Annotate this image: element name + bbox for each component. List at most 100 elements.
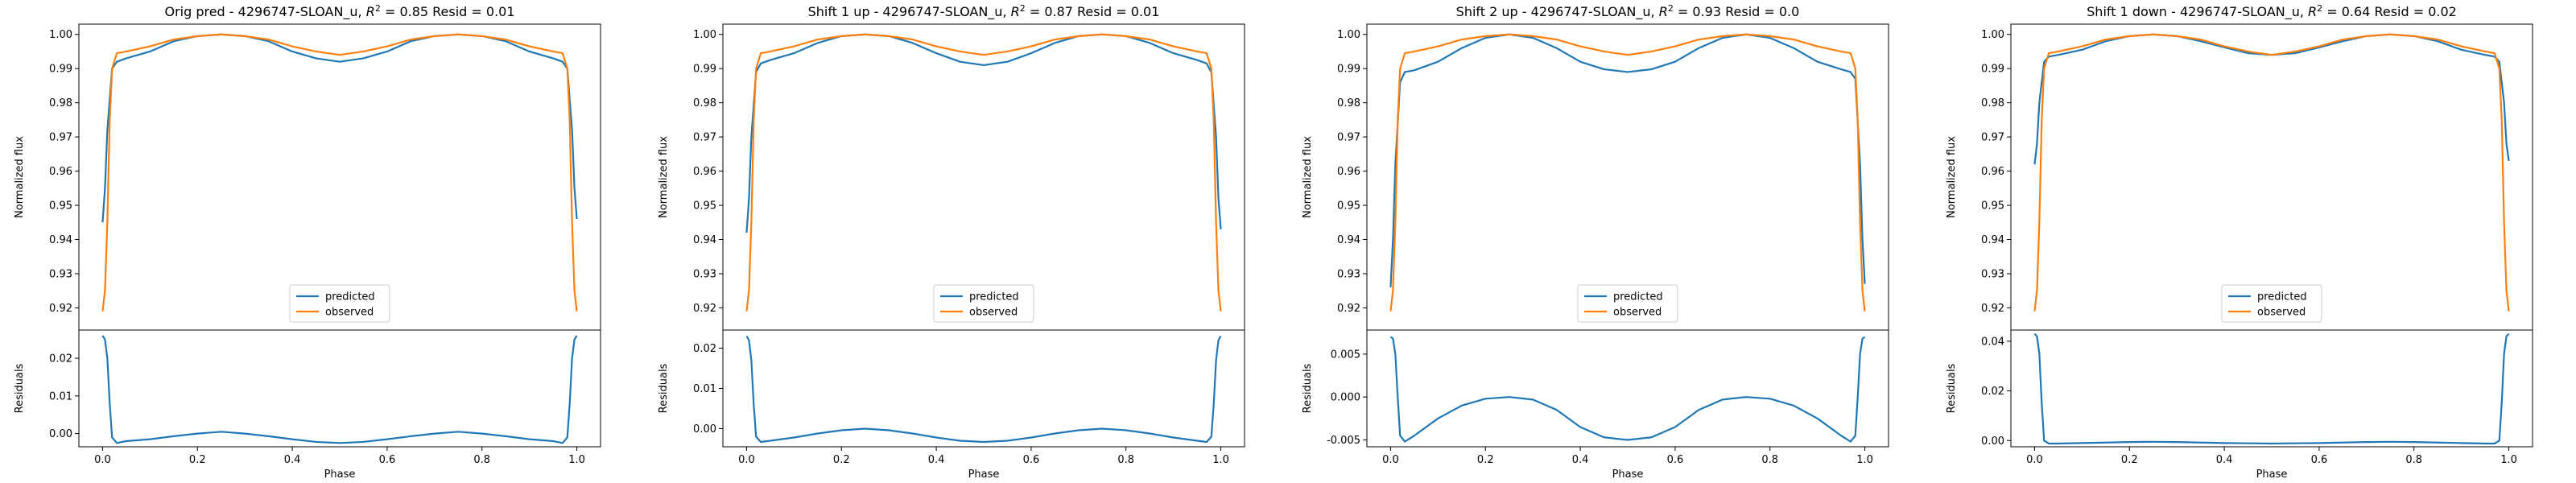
- ytick-label: 0.98: [1337, 97, 1360, 109]
- series-line-observed: [101, 33, 578, 312]
- legend-label-observed: observed: [325, 307, 374, 319]
- bottom-axes-frame: [1366, 329, 1889, 448]
- xtick-label: 0.6: [1023, 454, 1040, 466]
- ytick-label: 0.00: [49, 428, 72, 440]
- xtick-label: 1.0: [2500, 454, 2517, 466]
- top-axes-frame: [2010, 23, 2533, 331]
- ylabel-top: Normalized flux: [1302, 136, 1314, 218]
- series-line-predicted: [1389, 33, 1866, 287]
- ylabel-bottom: Residuals: [14, 363, 26, 413]
- ytick-label: 0.98: [693, 97, 716, 109]
- ytick-label: 0.98: [49, 97, 72, 109]
- xtick-label: 0.0: [2026, 454, 2043, 466]
- legend-label-predicted: predicted: [2257, 291, 2307, 303]
- title-superscript: 2: [375, 3, 381, 14]
- subplot-title: Shift 2 up - 4296747-SLOAN_u, R2 = 0.93 …: [1456, 3, 1800, 20]
- xtick-label: 0.0: [1382, 454, 1399, 466]
- legend-box: [933, 284, 1034, 323]
- series-line-residuals: [1389, 336, 1866, 443]
- ytick-label: 0.95: [1337, 200, 1360, 213]
- xtick-label: 0.6: [2311, 454, 2328, 466]
- xtick-label: 0.8: [1761, 454, 1778, 466]
- legend-label-predicted: predicted: [325, 291, 375, 303]
- xtick-label: 0.4: [928, 454, 945, 466]
- xlabel: Phase: [1612, 469, 1644, 481]
- ytick-label: 0.02: [1981, 386, 2004, 398]
- series-line-observed: [1389, 33, 1866, 312]
- title-text: Orig pred - 4296747-SLOAN_u,: [164, 4, 365, 20]
- ytick-label: 0.99: [49, 64, 72, 76]
- title-stats: = 0.85 Resid = 0.01: [381, 4, 515, 19]
- legend-box: [1577, 284, 1678, 323]
- xtick-label: 0.0: [94, 454, 111, 466]
- xtick-label: 0.2: [189, 454, 206, 466]
- ytick-label: 0.92: [1337, 303, 1360, 315]
- xtick-label: 0.8: [1117, 454, 1134, 466]
- ytick-label: 0.00: [693, 423, 716, 436]
- xtick-label: 1.0: [1212, 454, 1229, 466]
- ytick-label: 0.94: [49, 234, 72, 246]
- xtick-label: 0.4: [2216, 454, 2233, 466]
- xtick-label: 0.2: [2121, 454, 2138, 466]
- ytick-label: 0.94: [1981, 234, 2004, 246]
- title-r-symbol: R: [2308, 4, 2317, 19]
- legend: predicted observed: [2221, 284, 2322, 323]
- ytick-label: 1.00: [49, 29, 72, 41]
- xtick-label: 0.4: [1572, 454, 1589, 466]
- series-line-residuals: [2033, 332, 2510, 445]
- ytick-label: 0.01: [693, 383, 716, 395]
- ytick-label: 0.99: [693, 64, 716, 76]
- ytick-label: 0.00: [1981, 436, 2004, 448]
- ytick-label: 0.93: [1981, 268, 2004, 280]
- ytick-label: 0.93: [1337, 268, 1360, 280]
- ytick-label: 0.92: [1981, 303, 2004, 315]
- ytick-label: 0.95: [693, 200, 716, 213]
- xlabel: Phase: [968, 469, 1000, 481]
- ytick-label: 0.95: [49, 200, 72, 213]
- legend: predicted observed: [933, 284, 1034, 323]
- top-axes-frame: [722, 23, 1245, 331]
- ytick-label: 0.005: [1331, 349, 1360, 361]
- ytick-label: 0.97: [1337, 132, 1360, 144]
- subplot-3: Shift 2 up - 4296747-SLOAN_u, R2 = 0.93 …: [1302, 3, 1889, 481]
- title-r-symbol: R: [366, 4, 375, 19]
- ylabel-bottom: Residuals: [1946, 363, 1958, 413]
- legend: predicted observed: [289, 284, 390, 323]
- title-text: Shift 2 up - 4296747-SLOAN_u,: [1456, 4, 1659, 20]
- series-line-residuals: [745, 335, 1222, 444]
- ytick-label: 1.00: [1981, 29, 2004, 41]
- xtick-label: 0.8: [2405, 454, 2422, 466]
- subplot-1: Orig pred - 4296747-SLOAN_u, R2 = 0.85 R…: [14, 3, 601, 481]
- ylabel-bottom: Residuals: [658, 363, 670, 413]
- series-line-predicted: [2033, 33, 2510, 165]
- subplot-title: Orig pred - 4296747-SLOAN_u, R2 = 0.85 R…: [164, 3, 514, 20]
- xtick-label: 0.2: [833, 454, 850, 466]
- xtick-label: 0.6: [1667, 454, 1684, 466]
- legend-label-observed: observed: [1613, 307, 1662, 319]
- xtick-label: 0.4: [284, 454, 301, 466]
- ytick-label: 0.000: [1331, 392, 1360, 404]
- subplot-title: Shift 1 down - 4296747-SLOAN_u, R2 = 0.6…: [2087, 3, 2457, 20]
- title-superscript: 2: [2317, 3, 2322, 14]
- ytick-label: 0.02: [693, 343, 716, 355]
- ytick-label: 1.00: [693, 29, 716, 41]
- title-r-symbol: R: [1659, 4, 1668, 19]
- xlabel: Phase: [324, 469, 356, 481]
- ytick-label: 1.00: [1337, 29, 1360, 41]
- ylabel-top: Normalized flux: [658, 136, 670, 218]
- series-line-predicted: [745, 33, 1222, 233]
- ytick-label: 0.98: [1981, 97, 2004, 109]
- legend-label-observed: observed: [969, 307, 1018, 319]
- ytick-label: 0.92: [693, 303, 716, 315]
- top-axes-frame: [78, 23, 601, 331]
- xlabel: Phase: [2256, 469, 2288, 481]
- title-text: Shift 1 up - 4296747-SLOAN_u,: [808, 4, 1011, 20]
- ytick-label: 0.94: [1337, 234, 1360, 246]
- ytick-label: 0.96: [1337, 166, 1360, 178]
- series-line-residuals: [101, 335, 578, 444]
- bottom-axes-frame: [2010, 329, 2533, 448]
- ylabel-bottom: Residuals: [1302, 363, 1314, 413]
- xtick-label: 1.0: [568, 454, 585, 466]
- ylabel-top: Normalized flux: [14, 136, 26, 218]
- ylabel-top: Normalized flux: [1946, 136, 1958, 218]
